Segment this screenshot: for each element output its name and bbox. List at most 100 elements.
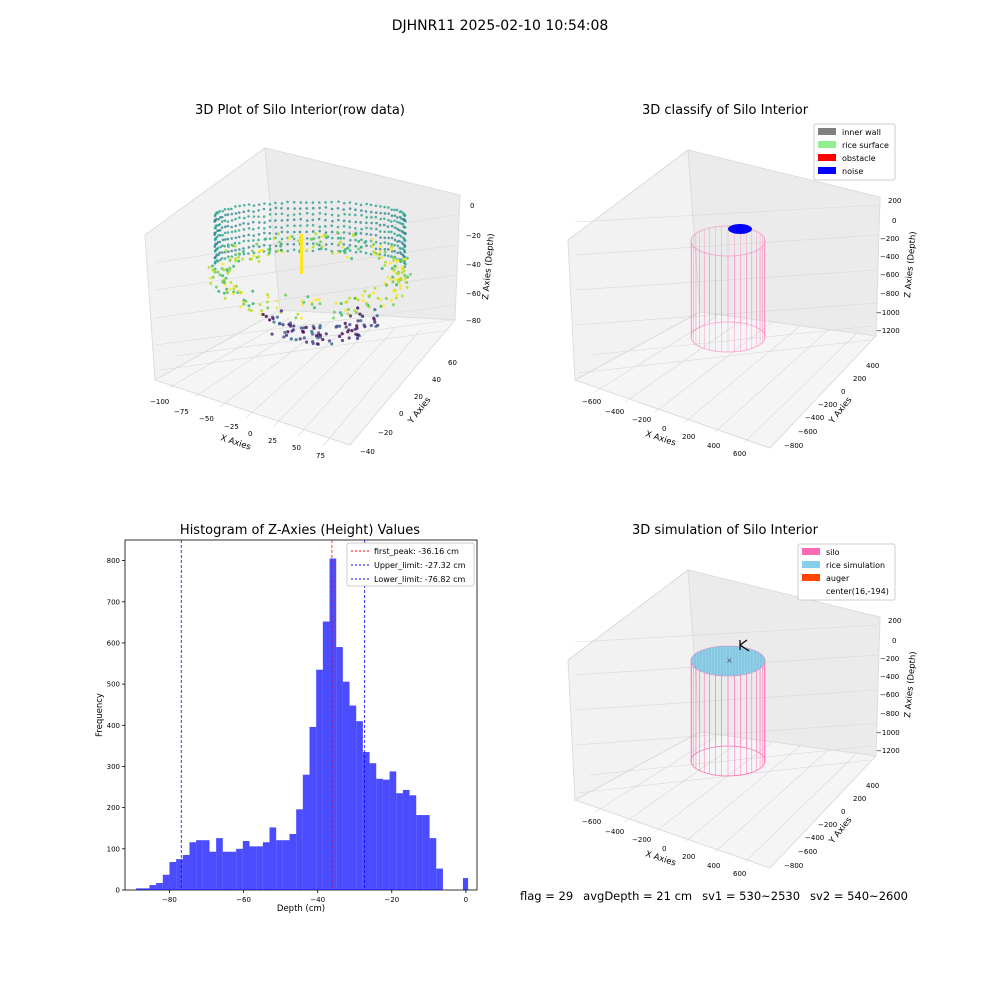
simulation-ytick: −400	[805, 834, 824, 842]
histogram-x-label: Depth (cm)	[277, 904, 325, 914]
raw-point	[340, 245, 344, 249]
rice-surface-point	[745, 654, 747, 656]
classify-x-ticks: −600 −400 −200 0 200 400 600	[582, 398, 746, 458]
raw-point	[300, 234, 303, 274]
raw-point	[403, 239, 407, 243]
raw-ytick: 0	[399, 410, 403, 418]
simulation-ytick: 200	[853, 795, 866, 803]
raw-point	[393, 219, 396, 223]
rice-surface-point	[730, 646, 732, 648]
rice-surface-point	[709, 650, 711, 652]
rice-surface-point	[727, 668, 729, 670]
classify-ytick: −800	[784, 442, 803, 450]
rice-surface-point	[733, 674, 735, 676]
raw-point	[350, 329, 354, 333]
raw-point	[386, 248, 390, 251]
rice-surface-point	[754, 654, 756, 656]
rice-surface-point	[745, 662, 747, 664]
rice-surface-point	[700, 652, 702, 654]
raw-point	[396, 240, 399, 243]
raw-point	[242, 239, 246, 243]
raw-point	[302, 336, 306, 340]
raw-point	[305, 211, 309, 215]
rice-surface-point	[715, 648, 717, 650]
raw-point	[306, 295, 310, 299]
histogram-bar	[389, 771, 397, 890]
raw-point	[286, 213, 290, 217]
rice-surface-point	[721, 674, 723, 676]
raw-point	[210, 264, 214, 268]
legend-label: inner wall	[842, 128, 881, 137]
raw-point	[274, 212, 278, 216]
rice-surface-point	[748, 664, 750, 666]
raw-point	[372, 318, 377, 322]
raw-point	[399, 284, 403, 288]
raw-point	[339, 236, 343, 240]
raw-point	[385, 283, 389, 287]
raw-point	[229, 207, 233, 211]
raw-point	[373, 308, 377, 312]
raw-point	[317, 236, 321, 239]
simulation-ztick: −400	[880, 673, 899, 681]
rice-surface-point	[703, 652, 705, 654]
classify-gridlines	[574, 204, 879, 443]
simulation-ztick: −1200	[876, 747, 900, 755]
rice-surface-point	[757, 654, 759, 656]
raw-point	[252, 210, 255, 213]
rice-surface-point	[754, 652, 756, 654]
rice-surface-point	[730, 668, 732, 670]
raw-point	[353, 309, 357, 313]
rice-surface-point	[742, 672, 744, 674]
raw-point	[280, 212, 284, 216]
raw-point	[387, 206, 390, 209]
raw-point	[392, 269, 396, 273]
rice-surface-point	[724, 654, 726, 656]
raw-point	[389, 298, 393, 302]
raw-point	[292, 218, 296, 221]
rice-surface-point	[721, 660, 723, 662]
raw-point	[232, 284, 236, 288]
rice-surface-point	[736, 670, 738, 672]
raw-point	[222, 279, 226, 283]
simulation-y-ticks: 400 200 0 −200 −400 −600 −800	[784, 782, 879, 870]
raw-point	[324, 243, 328, 246]
rice-surface-point	[730, 658, 732, 660]
raw-point	[247, 252, 250, 255]
rice-surface-point	[724, 658, 726, 660]
raw-point	[281, 323, 285, 327]
simulation-gridlines	[574, 624, 879, 863]
raw-point	[260, 309, 264, 313]
raw-point	[336, 230, 340, 234]
raw-point	[400, 294, 404, 298]
raw-point	[318, 206, 321, 210]
rice-surface-point	[733, 650, 735, 652]
raw-point	[354, 244, 358, 248]
raw-point	[217, 234, 220, 237]
raw-point	[326, 235, 330, 239]
raw-point	[257, 215, 260, 218]
raw-point	[373, 320, 377, 324]
raw-point	[311, 230, 315, 233]
raw-point	[221, 262, 225, 266]
raw-point	[305, 219, 309, 222]
raw-point	[261, 312, 265, 317]
raw-point	[332, 310, 336, 314]
raw-point	[389, 245, 393, 249]
raw-point	[283, 330, 287, 334]
raw-point	[348, 201, 352, 204]
raw-point	[354, 208, 357, 211]
rice-surface-point	[709, 672, 711, 674]
classify-xtick: 200	[682, 433, 695, 441]
rice-surface-point	[715, 662, 717, 664]
raw-point	[387, 218, 390, 222]
raw-point	[222, 268, 226, 272]
rice-surface-point	[757, 668, 759, 670]
raw-point	[263, 202, 266, 205]
raw-point	[220, 220, 224, 223]
rice-surface-point	[697, 656, 699, 658]
raw-point	[311, 245, 315, 249]
rice-surface-point	[736, 660, 738, 662]
raw-ytick: 60	[448, 359, 457, 367]
rice-surface-point	[712, 662, 714, 664]
raw-point	[242, 298, 246, 302]
